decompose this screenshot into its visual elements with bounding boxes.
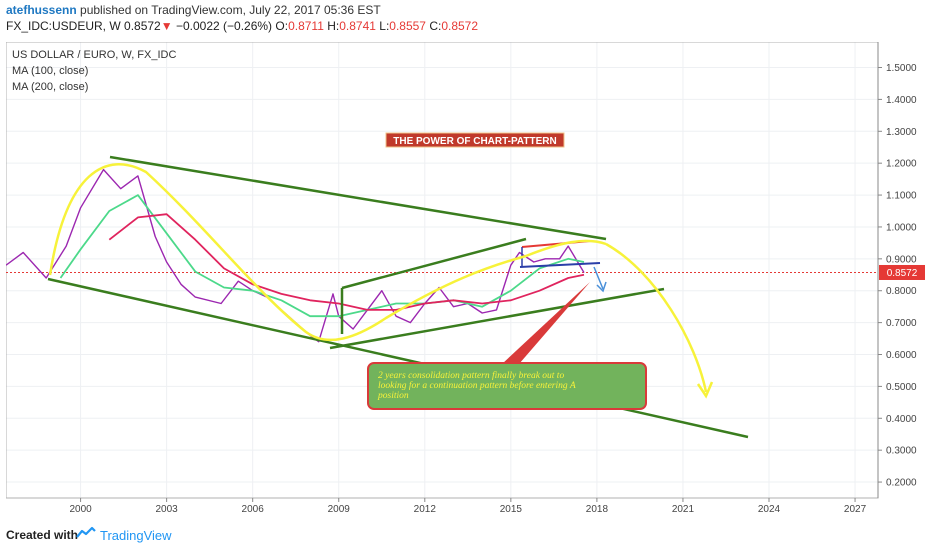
y-tick-label: 0.3000: [886, 446, 917, 457]
last-value: 0.8572: [124, 19, 161, 33]
high-label: H:: [327, 19, 340, 33]
banner-box: [385, 132, 565, 148]
chart-header: atefhussenn published on TradingView.com…: [0, 0, 932, 36]
low-value: 0.8557: [389, 19, 426, 33]
y-tick-label: 0.8000: [886, 286, 917, 297]
x-tick-label: 2009: [328, 504, 351, 515]
last-price-label: 0.8572: [887, 268, 918, 279]
trend-drawings[interactable]: [47, 155, 749, 439]
tradingview-logo-icon: [76, 526, 96, 538]
low-label: L:: [379, 19, 390, 33]
y-tick-label: 0.4000: [886, 414, 917, 425]
y-tick-label: 1.0000: [886, 222, 917, 233]
projection-arrow-icon: [696, 381, 714, 399]
last-price-tag: [879, 264, 925, 280]
callout-pointer: [502, 282, 590, 364]
x-tick-label: 2018: [586, 504, 609, 515]
x-tick-label: 2000: [69, 504, 92, 515]
legend-ma100: MA (100, close): [12, 65, 88, 77]
close-value: 0.8572: [441, 19, 479, 33]
x-tick-label: 2027: [844, 504, 867, 515]
open-label: O:: [275, 19, 289, 33]
series-group: [5, 168, 585, 343]
break-arrow-line: [593, 266, 604, 290]
y-tick-label: 1.2000: [886, 159, 917, 170]
banner-text: THE POWER OF CHART-PATTERN: [393, 136, 557, 147]
author-link[interactable]: atefhussenn: [6, 3, 77, 17]
channel-upper-line[interactable]: [341, 237, 527, 290]
tradingview-brand[interactable]: TradingView: [100, 528, 172, 543]
publish-info: published on TradingView.com, July 22, 2…: [80, 3, 381, 17]
x-tick-label: 2012: [414, 504, 437, 515]
price-axis[interactable]: 0.2000 0.3000 0.4000 0.5000 0.6000 0.7000 0.80…: [878, 63, 917, 489]
channel-lower-line[interactable]: [329, 287, 665, 350]
chart-background: [6, 42, 926, 516]
footer: Created with TradingView: [0, 522, 932, 550]
publish-line: atefhussenn published on TradingView.com…: [6, 3, 381, 17]
y-tick-label: 0.5000: [886, 382, 917, 393]
y-tick-label: 1.5000: [886, 63, 917, 74]
range-bottom-line[interactable]: [519, 262, 601, 268]
y-tick-label: 1.1000: [886, 191, 917, 202]
break-arrow-icon: [596, 281, 607, 293]
cup-curve[interactable]: [48, 163, 607, 342]
legend-title: US DOLLAR / EURO, W, FX_IDC: [12, 49, 176, 61]
change-value: −0.0022 (−0.26%): [175, 19, 273, 33]
open-value: 0.8711: [288, 19, 324, 33]
x-tick-label: 2003: [156, 504, 179, 515]
created-with-label: Created with: [6, 528, 79, 542]
ma100-series-line: [59, 194, 585, 318]
y-tick-label: 0.2000: [886, 478, 917, 489]
y-tick-label: 1.3000: [886, 127, 917, 138]
price-series-line: [5, 168, 585, 343]
high-value: 0.8741: [339, 19, 376, 33]
legend: US DOLLAR / EURO, W, FX_IDC MA (100, clo…: [12, 49, 176, 93]
y-tick-label: 1.4000: [886, 95, 917, 106]
legend-ma200: MA (200, close): [12, 81, 88, 93]
price-chart[interactable]: 0.2000 0.3000 0.4000 0.5000 0.6000 0.7000 0.80…: [5, 41, 926, 516]
y-tick-label: 0.7000: [886, 318, 917, 329]
x-tick-label: 2024: [758, 504, 781, 515]
x-tick-label: 2015: [500, 504, 523, 515]
x-tick-label: 2021: [672, 504, 695, 515]
y-tick-label: 0.6000: [886, 350, 917, 361]
y-tick-label: 0.9000: [886, 254, 917, 265]
x-tick-label: 2006: [242, 504, 265, 515]
ohlc-line: FX_IDC:USDEUR, W 0.8572▼ −0.0022 (−0.26%…: [6, 19, 478, 33]
down-arrow-icon: ▼: [160, 19, 173, 33]
close-label: C:: [429, 19, 442, 33]
symbol-label: FX_IDC:USDEUR, W: [6, 19, 121, 33]
projection-curve[interactable]: [605, 242, 708, 393]
upper-trendline[interactable]: [109, 155, 607, 241]
lower-trendline[interactable]: [47, 277, 749, 439]
chart-frame[interactable]: 0.2000 0.3000 0.4000 0.5000 0.6000 0.7000 0.80…: [5, 41, 926, 516]
callout-box[interactable]: [367, 362, 647, 410]
callout-text: 2 years consolidation pattern finally br…: [377, 370, 578, 401]
time-axis[interactable]: 2000 2003 2006 2009 2012 2015 2018 2021 2024 2027: [69, 498, 867, 515]
ma200-series-line: [108, 213, 585, 311]
